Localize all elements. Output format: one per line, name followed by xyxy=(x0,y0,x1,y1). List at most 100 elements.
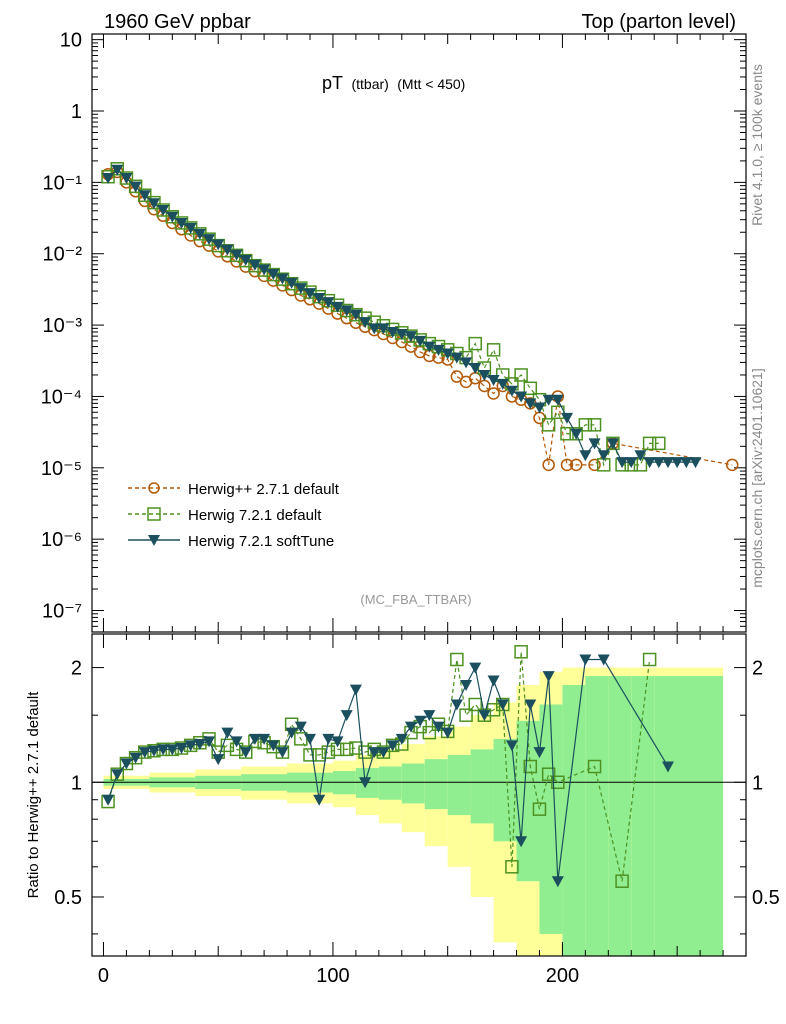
main-point xyxy=(368,323,381,335)
ratio-ytick-label: 0.5 xyxy=(54,887,82,909)
main-point xyxy=(524,398,537,410)
ratio-ytick-label: 1 xyxy=(71,772,82,794)
main-point xyxy=(560,458,574,472)
ratio-point xyxy=(541,767,556,781)
main-point xyxy=(661,457,674,469)
main-point xyxy=(175,217,188,229)
main-point xyxy=(551,394,564,406)
main-point xyxy=(304,288,316,300)
ratio-series-1 xyxy=(102,654,674,888)
mcplots-label: mcplots.cern.ch [arXiv:2401.10621] xyxy=(749,368,765,587)
legend-marker-herwigpp xyxy=(148,482,160,494)
ratio-point xyxy=(312,748,326,762)
ratio-point xyxy=(661,761,674,773)
ratio-band-green xyxy=(470,749,494,824)
ratio-point xyxy=(220,738,235,753)
ratio-point xyxy=(423,710,436,722)
ratio-point xyxy=(212,754,225,766)
ratio-point xyxy=(514,645,528,659)
main-point xyxy=(625,457,638,469)
legend-marker-softtune xyxy=(148,535,160,546)
main-series-2 xyxy=(102,164,702,469)
main-point xyxy=(579,450,592,462)
ratio-band-green xyxy=(585,676,609,956)
ratio-point xyxy=(450,652,464,667)
main-point xyxy=(616,457,629,469)
main-point xyxy=(578,418,593,432)
main-point xyxy=(203,234,216,246)
ratio-point xyxy=(478,710,491,722)
main-point xyxy=(597,450,610,462)
main-point xyxy=(725,458,739,472)
rivet-label: Rivet 4.1.0, ≥ 100k events xyxy=(749,64,765,226)
main-point xyxy=(432,344,445,356)
ratio-point xyxy=(304,733,316,745)
ratio-point xyxy=(120,758,133,770)
ratio-point xyxy=(496,699,509,711)
main-series-1 xyxy=(101,162,666,472)
legend-marker-herwig7 xyxy=(147,507,161,521)
header-right: Top (parton level) xyxy=(581,11,736,33)
main-point xyxy=(230,249,243,261)
legend-label-herwigpp: Herwig++ 2.7.1 default xyxy=(188,481,340,498)
main-point xyxy=(129,181,142,193)
legend-entry-softtune: Herwig 7.2.1 softTune xyxy=(128,533,334,550)
ratio-point xyxy=(339,742,354,757)
ratio-point xyxy=(432,721,445,733)
main-point xyxy=(450,370,464,383)
ratio-ytick-label-right: 0.5 xyxy=(752,887,780,909)
main-point xyxy=(606,438,619,450)
main-ytick-label: 1 xyxy=(71,101,82,123)
main-ytick-label: 10⁻¹ xyxy=(43,172,83,194)
main-point xyxy=(496,378,509,390)
ratio-point xyxy=(349,684,362,696)
ratio-point xyxy=(166,744,179,756)
ratio-xtick-label: 200 xyxy=(546,965,579,987)
main-point xyxy=(221,244,234,256)
main-point xyxy=(542,394,555,406)
legend-label-herwig7: Herwig 7.2.1 default xyxy=(188,507,322,524)
ratio-point xyxy=(487,675,500,687)
main-point xyxy=(267,268,280,280)
ratio-point xyxy=(175,743,188,755)
ratio-ytick-label-right: 2 xyxy=(752,658,763,680)
main-point xyxy=(294,283,307,295)
main-plot: 10 1 10⁻¹ 10⁻² 10⁻³ 10⁻⁴ 10⁻⁵ 10⁻⁶ 10⁻⁷ xyxy=(41,30,747,633)
legend-entry-herwig7: Herwig 7.2.1 default xyxy=(128,507,322,524)
ratio-point xyxy=(203,736,216,748)
ratio-point xyxy=(248,733,261,745)
main-point xyxy=(414,335,427,347)
ratio-frame xyxy=(91,633,747,957)
ratio-point xyxy=(377,747,390,759)
ratio-band-green xyxy=(493,738,517,842)
main-point xyxy=(258,264,271,276)
ratio-point xyxy=(147,745,160,757)
main-point xyxy=(349,309,362,321)
main-point xyxy=(441,348,454,360)
ratio-point xyxy=(321,745,336,759)
main-point xyxy=(404,331,417,343)
ratio-point xyxy=(587,759,602,774)
main-point xyxy=(689,457,702,469)
main-point xyxy=(523,381,538,396)
ratio-point xyxy=(533,747,546,759)
main-ytick-label: 10⁻² xyxy=(43,244,83,266)
main-series-line xyxy=(107,171,733,466)
ratio-point xyxy=(532,802,547,816)
ratio-point xyxy=(386,740,399,752)
ratio-point xyxy=(230,736,243,748)
main-point xyxy=(486,343,501,357)
ratio-point xyxy=(276,747,289,759)
ratio-ylabel: Ratio to Herwig++ 2.7.1 default xyxy=(25,691,42,899)
ratio-point xyxy=(542,671,555,683)
main-point xyxy=(276,273,289,285)
main-point xyxy=(313,292,326,304)
ratio-point xyxy=(340,710,353,722)
ratio-ytick-label: 2 xyxy=(71,658,82,680)
main-point xyxy=(460,357,473,369)
main-point xyxy=(331,301,344,313)
ratio-point xyxy=(129,752,142,764)
ratio-point xyxy=(524,699,537,711)
main-point xyxy=(515,391,528,403)
